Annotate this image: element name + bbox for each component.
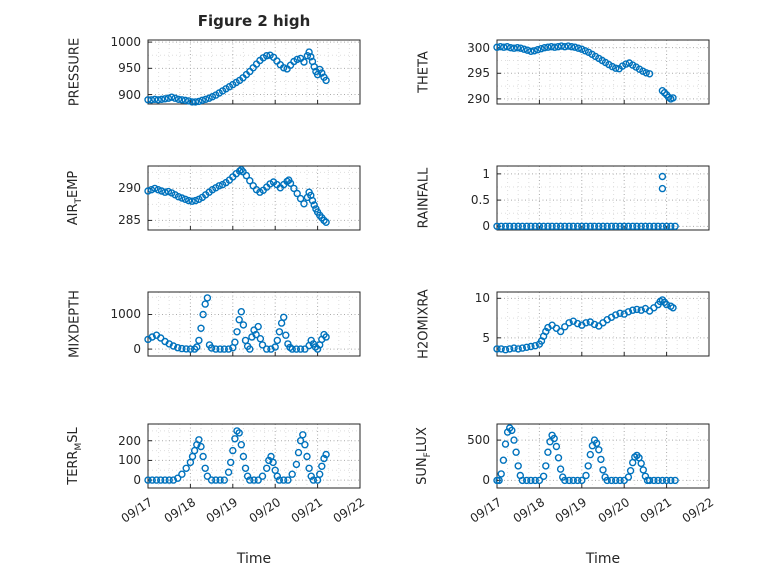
chart-sun-flux xyxy=(493,423,710,489)
chart-mixdepth xyxy=(144,291,361,357)
y-tick-label: 0.5 xyxy=(470,193,490,208)
series-air-temp xyxy=(144,166,330,226)
figure-title: Figure 2 high xyxy=(197,12,311,30)
x-tick-label: 09/20 xyxy=(246,495,283,526)
chart-pressure xyxy=(144,39,361,106)
y-tick-label: 285 xyxy=(118,213,141,228)
y-tick-label: 1 xyxy=(482,166,490,181)
subplot-sun-flux: SUNFLUX 0 500 09/17 09/18 09/19 09/20 09/21 09/2… xyxy=(402,423,734,574)
subplot-pressure: PRESSURE 900 950 1000 xyxy=(53,35,385,118)
subplot-theta: THETA 290 295 300 xyxy=(402,39,734,118)
chart-terr-msl xyxy=(144,423,361,489)
y-tick-label: 10 xyxy=(474,291,490,306)
subplot-air-temp: AIRTEMP 285 290 xyxy=(53,165,385,244)
x-tick-label: 09/22 xyxy=(679,495,717,526)
ylabel-rainfall: RAINFALL xyxy=(416,167,432,229)
chart-air-temp xyxy=(144,165,361,231)
x-tick-label: 09/21 xyxy=(288,495,326,526)
y-tick-label: 1000 xyxy=(110,35,141,50)
x-tick-label: 09/19 xyxy=(203,495,241,526)
series-mixdepth xyxy=(144,294,330,353)
ylabel-mixdepth: MIXDEPTH xyxy=(67,290,83,358)
y-tick-label: 100 xyxy=(118,453,141,468)
subplot-h2omixra: H2OMIXRA 5 10 xyxy=(402,289,734,370)
x-axis-label-right: Time xyxy=(585,551,621,567)
subplot-rainfall: RAINFALL 0 0.5 1 xyxy=(402,165,734,244)
y-tick-label: 950 xyxy=(118,61,141,76)
x-tick-label: 09/20 xyxy=(595,495,632,526)
chart-rainfall xyxy=(493,165,710,231)
ylabel-h2omixra: H2OMIXRA xyxy=(416,289,432,359)
subplot-mixdepth: MIXDEPTH 0 1000 xyxy=(53,290,385,370)
x-tick-label: 09/21 xyxy=(637,495,675,526)
ylabel-terr-msl: TERRMSL xyxy=(66,427,84,485)
ylabel-sun-flux: SUNFLUX xyxy=(415,427,433,485)
y-tick-label: 900 xyxy=(118,87,141,102)
series-sun-flux xyxy=(493,424,679,485)
y-tick-label: 300 xyxy=(467,40,490,55)
y-tick-label: 500 xyxy=(467,433,490,448)
x-tick-label: 09/17 xyxy=(118,495,156,526)
series-theta xyxy=(493,42,677,103)
x-tick-label: 09/18 xyxy=(161,495,199,526)
chart-h2omixra xyxy=(493,291,710,357)
x-axis-label-left: Time xyxy=(236,551,272,567)
y-tick-label: 5 xyxy=(482,330,490,345)
y-tick-label: 200 xyxy=(118,433,141,448)
y-tick-label: 290 xyxy=(118,181,141,196)
x-tick-label: 09/18 xyxy=(510,495,548,526)
y-tick-label: 0 xyxy=(133,473,141,488)
y-tick-label: 0 xyxy=(133,342,141,357)
x-tick-label: 09/19 xyxy=(552,495,590,526)
ylabel-theta: THETA xyxy=(416,51,432,93)
y-tick-label: 0 xyxy=(482,473,490,488)
y-tick-label: 295 xyxy=(467,66,490,81)
series-terr-msl xyxy=(144,427,330,484)
chart-theta xyxy=(493,39,710,105)
x-tick-label: 09/22 xyxy=(330,495,368,526)
series-h2omixra xyxy=(493,296,677,354)
series-rainfall xyxy=(493,172,679,230)
series-pressure xyxy=(144,48,330,106)
subplot-terr-msl: TERRMSL 0 100 200 09/17 09/18 09/19 09/20 09/21 0… xyxy=(53,423,385,574)
y-tick-label: 290 xyxy=(467,91,490,106)
x-tick-label: 09/17 xyxy=(467,495,505,526)
y-tick-label: 0 xyxy=(482,219,490,234)
ylabel-pressure: PRESSURE xyxy=(67,37,83,107)
ylabel-air-temp: AIRTEMP xyxy=(66,170,84,226)
y-tick-label: 1000 xyxy=(110,307,141,322)
